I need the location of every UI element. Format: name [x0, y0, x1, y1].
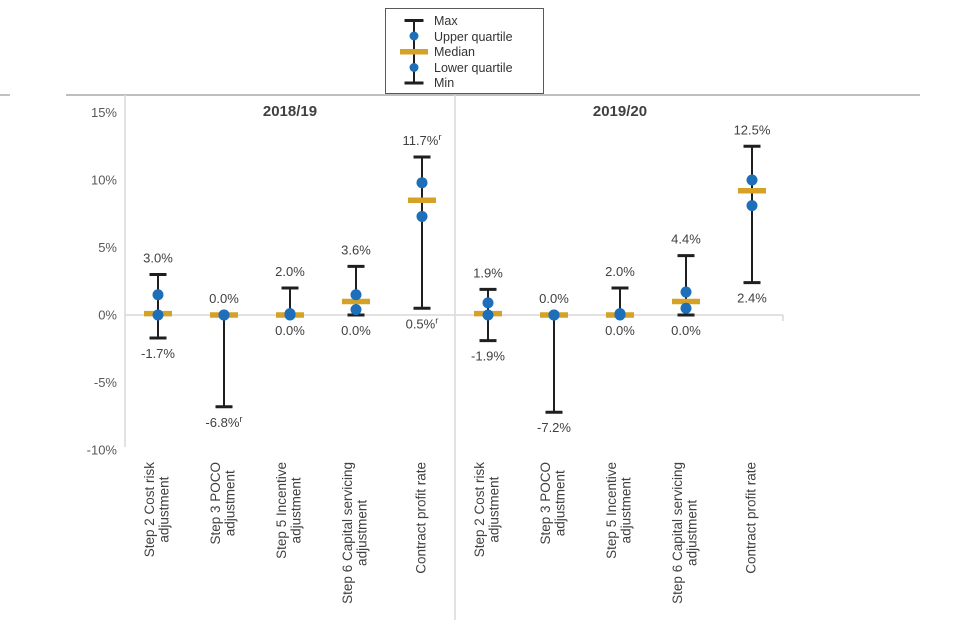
lower-quartile-dot — [680, 302, 692, 314]
whisker-plot: 12.5% 2.4% — [734, 122, 771, 305]
category-label: Step 5 Incentive — [604, 462, 619, 559]
category-label: adjustment — [355, 500, 370, 566]
panel-title-2018-19: 2018/19 — [262, 103, 318, 120]
category-label: adjustment — [685, 500, 700, 566]
max-value-label: 11.7%r — [402, 132, 441, 148]
whisker-plot: 4.4% 0.0% — [671, 232, 701, 338]
upper-quartile-dot — [152, 289, 164, 301]
whisker-plot: 2.0% 0.0% — [605, 264, 635, 338]
category-label: adjustment — [619, 477, 634, 543]
max-value-label: 2.0% — [275, 264, 305, 279]
max-value-label: 0.0% — [209, 291, 239, 306]
lower-quartile-dot — [746, 200, 758, 212]
legend-item-median: Median — [434, 45, 475, 59]
max-value-label: 3.6% — [341, 242, 371, 257]
lower-quartile-dot — [152, 309, 164, 321]
max-value-label: 0.0% — [539, 291, 569, 306]
chart-legend: Max Upper quartile Median Lower quartile… — [385, 8, 544, 94]
upper-quartile-dot — [746, 174, 758, 186]
lower-quartile-dot — [416, 210, 428, 222]
category-label: Contract profit rate — [744, 462, 759, 574]
legend-item-lower-quartile: Lower quartile — [434, 60, 513, 75]
min-value-label: -1.9% — [471, 349, 505, 364]
legend-item-upper-quartile: Upper quartile — [434, 29, 513, 44]
y-axis-tick-label: -5% — [94, 375, 118, 390]
upper-quartile-dot — [680, 286, 692, 298]
category-label: Step 6 Capital servicing — [670, 462, 685, 604]
min-value-label: -6.8%r — [205, 414, 242, 430]
whisker-plot: 1.9% -1.9% — [471, 265, 505, 363]
min-value-label: 2.4% — [737, 291, 767, 306]
lower-quartile-dot — [614, 309, 626, 321]
y-axis-tick-label: 15% — [91, 105, 117, 120]
upper-quartile-dot — [482, 297, 494, 309]
min-value-label: 0.0% — [605, 323, 635, 338]
min-value-label: 0.5%r — [406, 315, 439, 331]
lower-quartile-dot — [482, 309, 494, 321]
whisker-plot: 3.0% -1.7% — [141, 251, 175, 361]
lower-quartile-dot — [284, 309, 296, 321]
legend-whisker-sample-icon — [400, 19, 428, 85]
y-axis-tick-label: -10% — [87, 443, 118, 458]
whisker-plot: 2.0% 0.0% — [275, 264, 305, 338]
min-value-label: 0.0% — [341, 323, 371, 338]
max-value-label: 12.5% — [734, 122, 771, 137]
category-label: Contract profit rate — [414, 462, 429, 574]
max-value-label: 1.9% — [473, 265, 503, 280]
panel-title-2019-20: 2019/20 — [592, 103, 648, 120]
max-value-label: 4.4% — [671, 232, 701, 247]
category-label: adjustment — [553, 470, 568, 536]
legend-item-min: Min — [434, 76, 455, 90]
legend-item-max: Max — [434, 14, 458, 28]
category-label: Step 2 Cost risk — [472, 462, 487, 558]
category-label: adjustment — [289, 477, 304, 543]
max-value-label: 3.0% — [143, 251, 173, 266]
min-value-label: -1.7% — [141, 346, 175, 361]
category-label: Step 5 Incentive — [274, 462, 289, 559]
lower-quartile-dot — [218, 309, 230, 321]
whisker-plot: 0.0% -7.2% — [537, 291, 571, 435]
category-label: adjustment — [487, 476, 502, 542]
category-label: adjustment — [223, 470, 238, 536]
legend-lower-quartile-dot-icon — [409, 63, 419, 72]
category-label: Step 6 Capital servicing — [340, 462, 355, 604]
whisker-plot: 11.7%r 0.5%r — [402, 132, 441, 331]
y-axis-tick-label: 5% — [98, 240, 117, 255]
category-label: Step 3 POCO — [538, 462, 553, 545]
min-value-label: 0.0% — [275, 323, 305, 338]
upper-quartile-dot — [416, 177, 428, 189]
category-label: Step 3 POCO — [208, 462, 223, 545]
category-label: Step 2 Cost risk — [142, 462, 157, 558]
y-axis-tick-label: 0% — [98, 308, 117, 323]
min-value-label: -7.2% — [537, 420, 571, 435]
legend-labels: Max Upper quartile Median Lower quartile… — [434, 14, 541, 92]
whisker-plot: 0.0% -6.8%r — [205, 291, 242, 430]
lower-quartile-dot — [350, 304, 362, 316]
min-value-label: 0.0% — [671, 323, 701, 338]
upper-quartile-dot — [350, 289, 362, 301]
y-axis-tick-label: 10% — [91, 173, 117, 188]
legend-upper-quartile-dot-icon — [409, 31, 419, 41]
lower-quartile-dot — [548, 309, 560, 321]
max-value-label: 2.0% — [605, 264, 635, 279]
whisker-plot: 3.6% 0.0% — [341, 242, 371, 338]
category-label: adjustment — [157, 476, 172, 542]
